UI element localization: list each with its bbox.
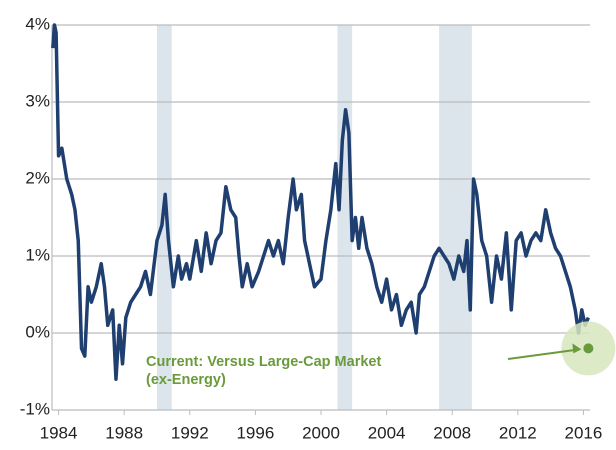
x-tick-label: 2008 bbox=[433, 423, 471, 442]
y-tick-label: 4% bbox=[25, 14, 50, 33]
annotation-arrow bbox=[507, 348, 580, 360]
x-tick-label: 2016 bbox=[565, 423, 603, 442]
y-tick-label: 0% bbox=[25, 322, 50, 341]
x-tick-label: 1988 bbox=[105, 423, 143, 442]
x-tick-label: 2000 bbox=[302, 423, 340, 442]
annotation: Current: Versus Large-Cap Market bbox=[146, 354, 381, 370]
arrow-head bbox=[572, 343, 582, 354]
x-tick-label: 2004 bbox=[368, 423, 406, 442]
data-line bbox=[51, 23, 590, 381]
x-tick-label: 2012 bbox=[499, 423, 537, 442]
annotation: (ex-Energy) bbox=[146, 372, 226, 388]
y-tick-label: 2% bbox=[25, 168, 50, 187]
y-tick-label: -1% bbox=[20, 399, 50, 418]
highlight-point bbox=[583, 343, 594, 354]
y-tick-label: 3% bbox=[25, 91, 50, 110]
x-tick-label: 1984 bbox=[40, 423, 78, 442]
y-tick-label: 1% bbox=[25, 245, 50, 264]
x-tick-label: 1996 bbox=[236, 423, 274, 442]
x-tick-label: 1992 bbox=[171, 423, 209, 442]
shaded-range bbox=[439, 25, 472, 410]
